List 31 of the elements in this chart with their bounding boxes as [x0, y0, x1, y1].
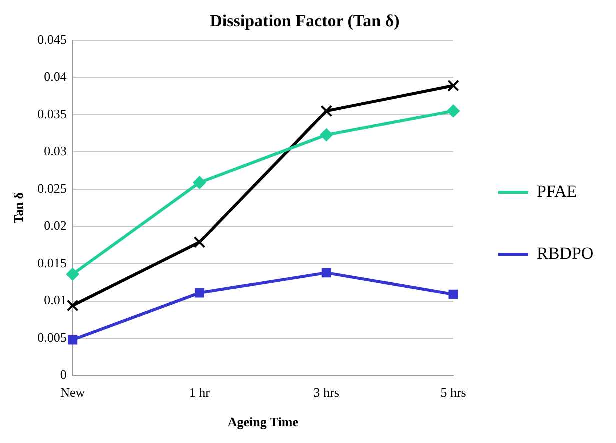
point — [320, 105, 333, 118]
y-tick-label: 0.025 — [38, 180, 67, 196]
point — [194, 288, 204, 298]
point — [66, 268, 80, 281]
point — [447, 104, 460, 118]
y-tick-label: 0.015 — [38, 255, 67, 270]
x-tick-label: 3 hrs — [314, 385, 340, 400]
point — [448, 80, 460, 92]
y-tick-label: 0.03 — [44, 144, 67, 159]
y-tick-label: 0.01 — [44, 292, 67, 308]
point — [322, 268, 332, 278]
point — [448, 290, 458, 300]
legend-label: RBDPO — [537, 244, 594, 263]
point — [194, 236, 206, 248]
y-tick-label: 0.04 — [44, 69, 68, 84]
point — [193, 176, 206, 190]
y-tick-label: 0.045 — [38, 32, 67, 47]
y-tick-label: 0.035 — [38, 106, 67, 122]
x-axis-title: Ageing Time — [228, 414, 299, 430]
y-tick-label: 0.02 — [44, 218, 67, 234]
legend-label: PFAE — [537, 182, 578, 201]
y-axis-title: Tan δ — [11, 192, 26, 224]
chart-title: Dissipation Factor (Tan δ) — [210, 12, 400, 31]
x-tick-label: 1 hr — [189, 385, 211, 400]
y-tick-label: 0.005 — [38, 330, 67, 345]
point — [66, 300, 79, 312]
y-tick-label: 0 — [60, 367, 67, 382]
x-tick-label: New — [60, 385, 86, 400]
x-tick-label: 5 hrs — [440, 385, 466, 400]
point — [68, 335, 78, 345]
point — [320, 128, 334, 142]
